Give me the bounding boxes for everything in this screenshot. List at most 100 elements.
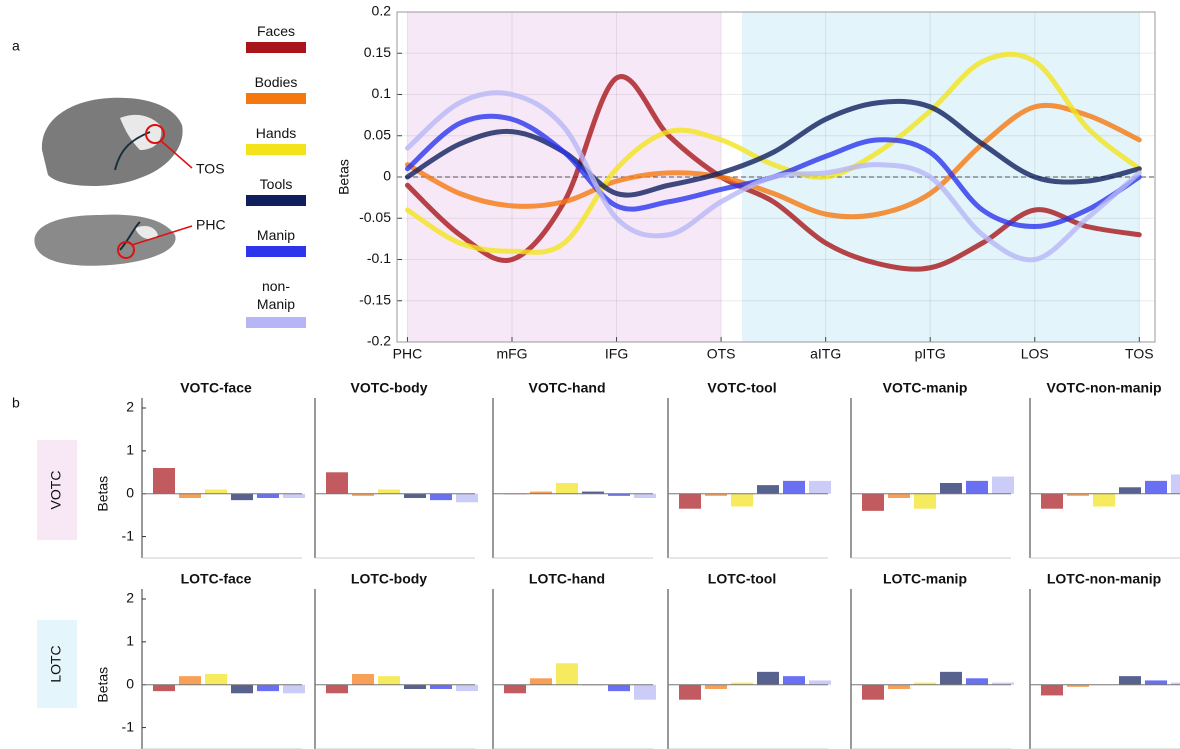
subplot-title: VOTC-body (351, 380, 428, 396)
bar (231, 493, 253, 501)
row-label-box (37, 440, 77, 540)
subplot-title: VOTC-non-manip (1046, 380, 1161, 396)
bar (1145, 680, 1167, 685)
bar (430, 684, 452, 689)
row-label: VOTC (48, 471, 64, 510)
bar (205, 489, 227, 494)
bar (634, 493, 656, 498)
legend-label: Bodies (254, 74, 298, 90)
bar (283, 493, 305, 498)
bar (257, 684, 279, 692)
y-tick-label: 0.2 (372, 3, 392, 19)
x-tick-label: IFG (605, 346, 628, 362)
y-axis-label: Betas (95, 667, 111, 703)
y-tick-label: 0.05 (364, 126, 391, 142)
subplot-title: VOTC-hand (529, 380, 606, 396)
bar (757, 485, 779, 494)
panel-label: b (12, 395, 20, 411)
bar (705, 493, 727, 496)
subplot-title: LOTC-non-manip (1047, 571, 1161, 587)
bar (556, 483, 578, 494)
y-tick-label: 0.15 (364, 44, 391, 60)
y-tick-label: -1 (122, 718, 135, 734)
bar (205, 674, 227, 685)
bar (992, 682, 1014, 685)
subplot-title: VOTC-face (180, 380, 252, 396)
x-tick-label: mFG (496, 346, 527, 362)
bar (179, 493, 201, 498)
series-line (404, 51, 1142, 255)
bar (153, 468, 175, 494)
subplot-title: LOTC-tool (708, 571, 776, 587)
y-axis-label: Betas (336, 159, 352, 195)
row-label: LOTC (48, 645, 64, 682)
legend-label: Faces (256, 23, 296, 39)
bar (257, 493, 279, 498)
bar (679, 493, 701, 509)
y-tick-label: 0 (126, 675, 134, 691)
bar (940, 671, 962, 685)
y-tick-label: -0.1 (367, 250, 391, 266)
bar (530, 678, 552, 685)
bar (705, 684, 727, 689)
subplot-title: LOTC-hand (529, 571, 605, 587)
bar (1145, 480, 1167, 494)
bar (231, 684, 253, 694)
bar (888, 684, 910, 689)
subplot-title: LOTC-face (181, 571, 252, 587)
subplot-title: VOTC-manip (883, 380, 968, 396)
bar (153, 684, 175, 692)
bar (352, 674, 374, 685)
bar (378, 676, 400, 685)
bar (809, 680, 831, 685)
y-tick-label: 1 (126, 442, 134, 458)
brain-label: PHC (196, 217, 226, 233)
bar (456, 493, 478, 503)
bar (888, 493, 910, 498)
y-tick-label: -0.15 (359, 291, 391, 307)
subplot-title: LOTC-manip (883, 571, 967, 587)
y-tick-label: 0 (126, 484, 134, 500)
shaded-region (407, 12, 722, 342)
bar (1119, 487, 1141, 494)
bar (1119, 676, 1141, 685)
y-tick-label: -0.2 (367, 333, 391, 349)
bar (404, 493, 426, 498)
y-tick-label: 1 (126, 633, 134, 649)
bar (179, 676, 201, 685)
bar (582, 491, 604, 494)
y-tick-label: 0.1 (372, 85, 392, 101)
x-tick-label: TOS (1125, 346, 1154, 362)
bar (1171, 682, 1180, 685)
plot-frame (396, 11, 1156, 343)
legend-swatch (246, 93, 306, 104)
bar (679, 684, 701, 700)
bar (862, 493, 884, 511)
bar (556, 663, 578, 685)
bar (404, 684, 426, 689)
bar (456, 684, 478, 692)
panel-label: a (12, 38, 20, 54)
series-line (404, 90, 1142, 263)
bar (731, 493, 753, 507)
y-tick-label: -0.05 (359, 209, 391, 225)
bar (352, 493, 374, 496)
legend-swatch (246, 317, 306, 328)
x-tick-label: aITG (810, 346, 841, 362)
bar (914, 493, 936, 509)
bar (731, 682, 753, 685)
bar (966, 480, 988, 494)
series-line (404, 98, 1142, 198)
bar (783, 480, 805, 494)
bar (326, 472, 348, 494)
x-tick-label: pITG (915, 346, 946, 362)
subplot-title: VOTC-tool (707, 380, 776, 396)
bar (992, 476, 1014, 494)
bar (1041, 493, 1063, 509)
bar (378, 489, 400, 494)
legend-swatch (246, 195, 306, 206)
bar (783, 676, 805, 685)
row-label-box (37, 620, 77, 708)
